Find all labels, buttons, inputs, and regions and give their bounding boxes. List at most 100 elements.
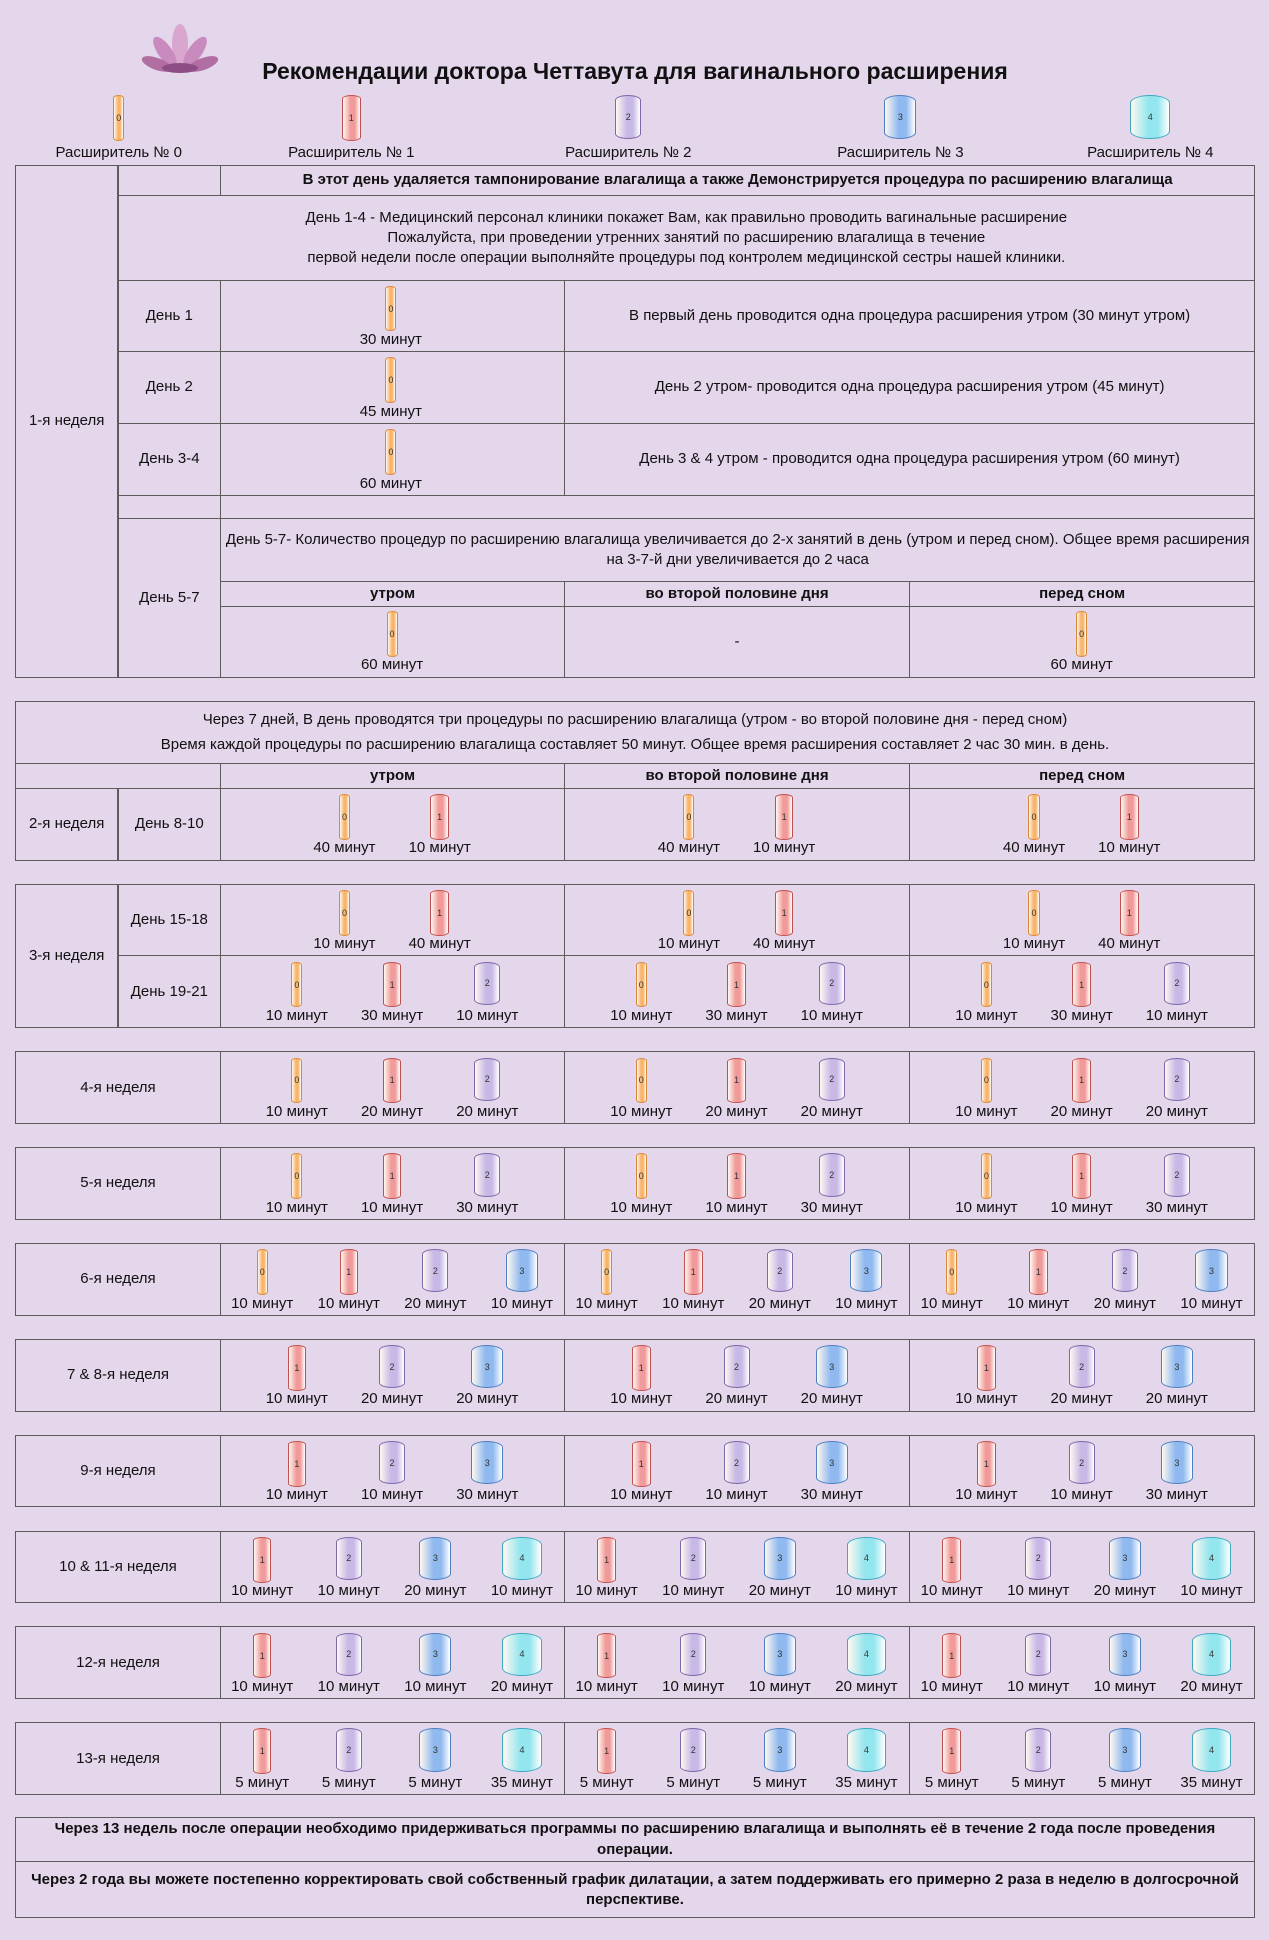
schedule-cell (909, 955, 1256, 1029)
days-5-7-cell: День 5-7- Количество процедур по расшире… (220, 518, 1256, 583)
column-header: перед сном (909, 763, 1256, 789)
dilator-icon: 0 (980, 961, 992, 1008)
footer-cell: Через 2 года вы можете постепенно коррек… (14, 1861, 1256, 1919)
column-header-text: перед сном (1039, 766, 1126, 784)
time-label: 10 минут (313, 935, 376, 953)
dilator-icon: 0 (683, 889, 695, 936)
time-label: 5 минут (235, 1773, 290, 1791)
dilator-icon: 1 (1029, 1249, 1048, 1295)
schedule-cell (909, 1530, 1256, 1604)
time-label: 10 минут (1098, 839, 1161, 857)
dilator-icon: 0 (635, 1153, 647, 1200)
column-header-text: утром (370, 585, 416, 603)
dilator-icon: 3 (419, 1728, 452, 1772)
week-cell-text: 13-я неделя (76, 1749, 160, 1767)
dilator-icon: 0 (291, 1057, 303, 1104)
dilator-icon: 0 (291, 961, 303, 1008)
dilator-icon: 3 (471, 1440, 504, 1485)
dilator-icon: 3 (763, 1632, 796, 1676)
column-header: во второй половине дня (564, 763, 911, 789)
dilator-icon: 1 (774, 794, 794, 840)
dilator-icon: 4 (502, 1728, 542, 1772)
footer-cell-text: Через 13 недель после операции необходим… (54, 1820, 1216, 1858)
dilator-icon: 1 (727, 1057, 746, 1104)
time-label: 40 минут (1098, 935, 1161, 953)
dilator-icon: 0 (683, 794, 695, 840)
week-cell: 1-я неделя (14, 164, 119, 678)
time-label: 30 минут (1050, 1007, 1113, 1025)
week-cell: 9-я неделя (14, 1434, 222, 1508)
after-7-line: Время каждой процедуры по расширению вла… (160, 735, 1110, 753)
dilator-icon: 2 (1068, 1440, 1095, 1485)
time-label: 10 минут (265, 1198, 328, 1216)
week-cell-text: 9-я неделя (80, 1461, 156, 1479)
dilator-icon: 1 (1119, 889, 1139, 936)
time-label: 10 минут (610, 1486, 673, 1504)
day-cell-text: День 2 (145, 378, 193, 396)
dilator-icon: 3 (815, 1440, 848, 1485)
time-label: 20 минут (800, 1390, 863, 1408)
dilator-icon: 2 (422, 1249, 449, 1293)
time-label: 20 минут (1145, 1390, 1208, 1408)
week-cell: 3-я неделя (14, 883, 119, 1029)
time-label: 20 минут (800, 1102, 863, 1120)
time-label: 5 минут (1011, 1773, 1066, 1791)
dilator-icon: 2 (474, 1057, 501, 1101)
time-label: 10 минут (955, 1198, 1018, 1216)
dilator-icon: 1 (382, 961, 402, 1008)
column-header-text: утром (370, 766, 416, 784)
time-label: 30 минут (1145, 1198, 1208, 1216)
time-label: 10 минут (835, 1294, 898, 1312)
dilator-icon: 0 (386, 611, 398, 657)
dilator-icon: 2 (680, 1536, 707, 1581)
time-label: 20 минут (1145, 1102, 1208, 1120)
time-label: 20 минут (748, 1294, 811, 1312)
dilator-icon: 2 (680, 1632, 707, 1676)
time-label: 10 минут (920, 1678, 983, 1696)
dilator-icon: 0 (1028, 889, 1040, 936)
time-label: 5 минут (321, 1773, 376, 1791)
time-label: 20 минут (705, 1390, 768, 1408)
dilator-icon: 2 (723, 1345, 750, 1389)
time-label: 10 минут (955, 1102, 1018, 1120)
time-label: 10 минут (800, 1007, 863, 1025)
dilator-icon: 2 (818, 1057, 845, 1101)
week-cell: 10 & 11-я неделя (14, 1530, 222, 1604)
time-label: 5 минут (666, 1773, 721, 1791)
dilator-icon: 1 (727, 961, 746, 1008)
dilator-icon: 1 (597, 1536, 616, 1583)
dilator-icon: 3 (884, 95, 917, 139)
time-label: 40 минут (753, 935, 816, 953)
time-label: 10 минут (920, 1294, 983, 1312)
dilator-icon: 2 (474, 1153, 501, 1197)
dilator-icon: 3 (763, 1728, 796, 1772)
dilator-icon: 1 (341, 95, 361, 141)
dilator-icon: 1 (597, 1728, 616, 1775)
time-label: 10 минут (360, 1486, 424, 1504)
dilator-icon: 1 (1072, 1057, 1091, 1104)
dilator-icon: 0 (946, 1249, 958, 1295)
dilator-icon: 3 (1108, 1728, 1141, 1772)
empty-cell (14, 763, 222, 789)
time-label: 10 минут (705, 1486, 768, 1504)
time-label: 20 минут (1093, 1582, 1156, 1600)
time-label: 20 минут (404, 1582, 467, 1600)
time-label: 20 минут (748, 1582, 811, 1600)
time-label: 10 минут (1007, 1294, 1070, 1312)
dilator-label: Расширитель № 2 (565, 144, 692, 162)
day-cell-text: День 19-21 (130, 982, 208, 1000)
schedule-cell (909, 1626, 1256, 1700)
note-cell: День 3 & 4 утром - проводится одна проце… (564, 423, 1256, 496)
dilator-icon: 2 (474, 961, 501, 1005)
time-label: 10 минут (408, 839, 471, 857)
time-label: 10 минут (662, 1582, 725, 1600)
note-cell-text: День 3 & 4 утром - проводится одна проце… (639, 450, 1180, 468)
dilator-icon: 1 (1119, 794, 1139, 840)
column-header: во второй половине дня (564, 581, 911, 608)
time-label: 30 минут (456, 1198, 519, 1216)
dilator-icon: 2 (818, 1153, 845, 1197)
dilator-icon: 4 (1191, 1728, 1232, 1772)
schedule-cell (564, 883, 911, 957)
dilator-label: Расширитель № 3 (837, 144, 964, 162)
time-label: 10 минут (705, 1198, 768, 1216)
